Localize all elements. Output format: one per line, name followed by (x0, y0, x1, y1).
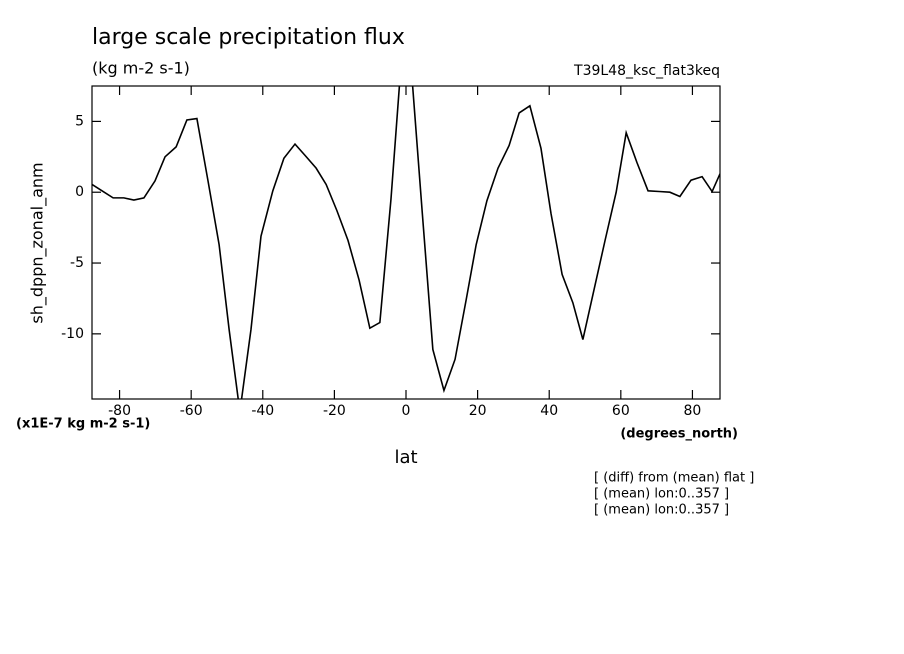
y-tick-label: 5 (75, 113, 84, 129)
x-tick-label: 80 (684, 403, 702, 419)
x-units: (degrees_north) (620, 427, 738, 442)
x-tick-label: 20 (469, 403, 487, 419)
x-tick-label: -80 (108, 403, 131, 419)
x-axis-label: lat (394, 447, 417, 468)
note: [ (mean) lon:0..357 ] (594, 487, 729, 502)
x-tick-label: -60 (180, 403, 203, 419)
chart-subtitle: (kg m-2 s-1) (92, 59, 190, 78)
x-tick-label: 0 (402, 403, 411, 419)
y-tick-label: -10 (61, 326, 84, 342)
x-tick-label: -40 (251, 403, 274, 419)
x-tick-label: 60 (612, 403, 630, 419)
note: [ (mean) lon:0..357 ] (594, 503, 729, 518)
y-units: (x1E-7 kg m-2 s-1) (16, 417, 150, 432)
data-line (92, 86, 720, 399)
y-tick-label: -5 (70, 255, 84, 271)
x-tick-label: -20 (323, 403, 346, 419)
x-tick-label: 40 (540, 403, 558, 419)
y-tick-label: 0 (75, 184, 84, 200)
chart-title: large scale precipitation flux (92, 25, 405, 50)
note: [ (diff) from (mean) flat ] (594, 471, 754, 486)
y-axis-label: sh_dppn_zonal_anm (28, 162, 48, 323)
dataset-label: T39L48_ksc_flat3keq (573, 63, 720, 79)
